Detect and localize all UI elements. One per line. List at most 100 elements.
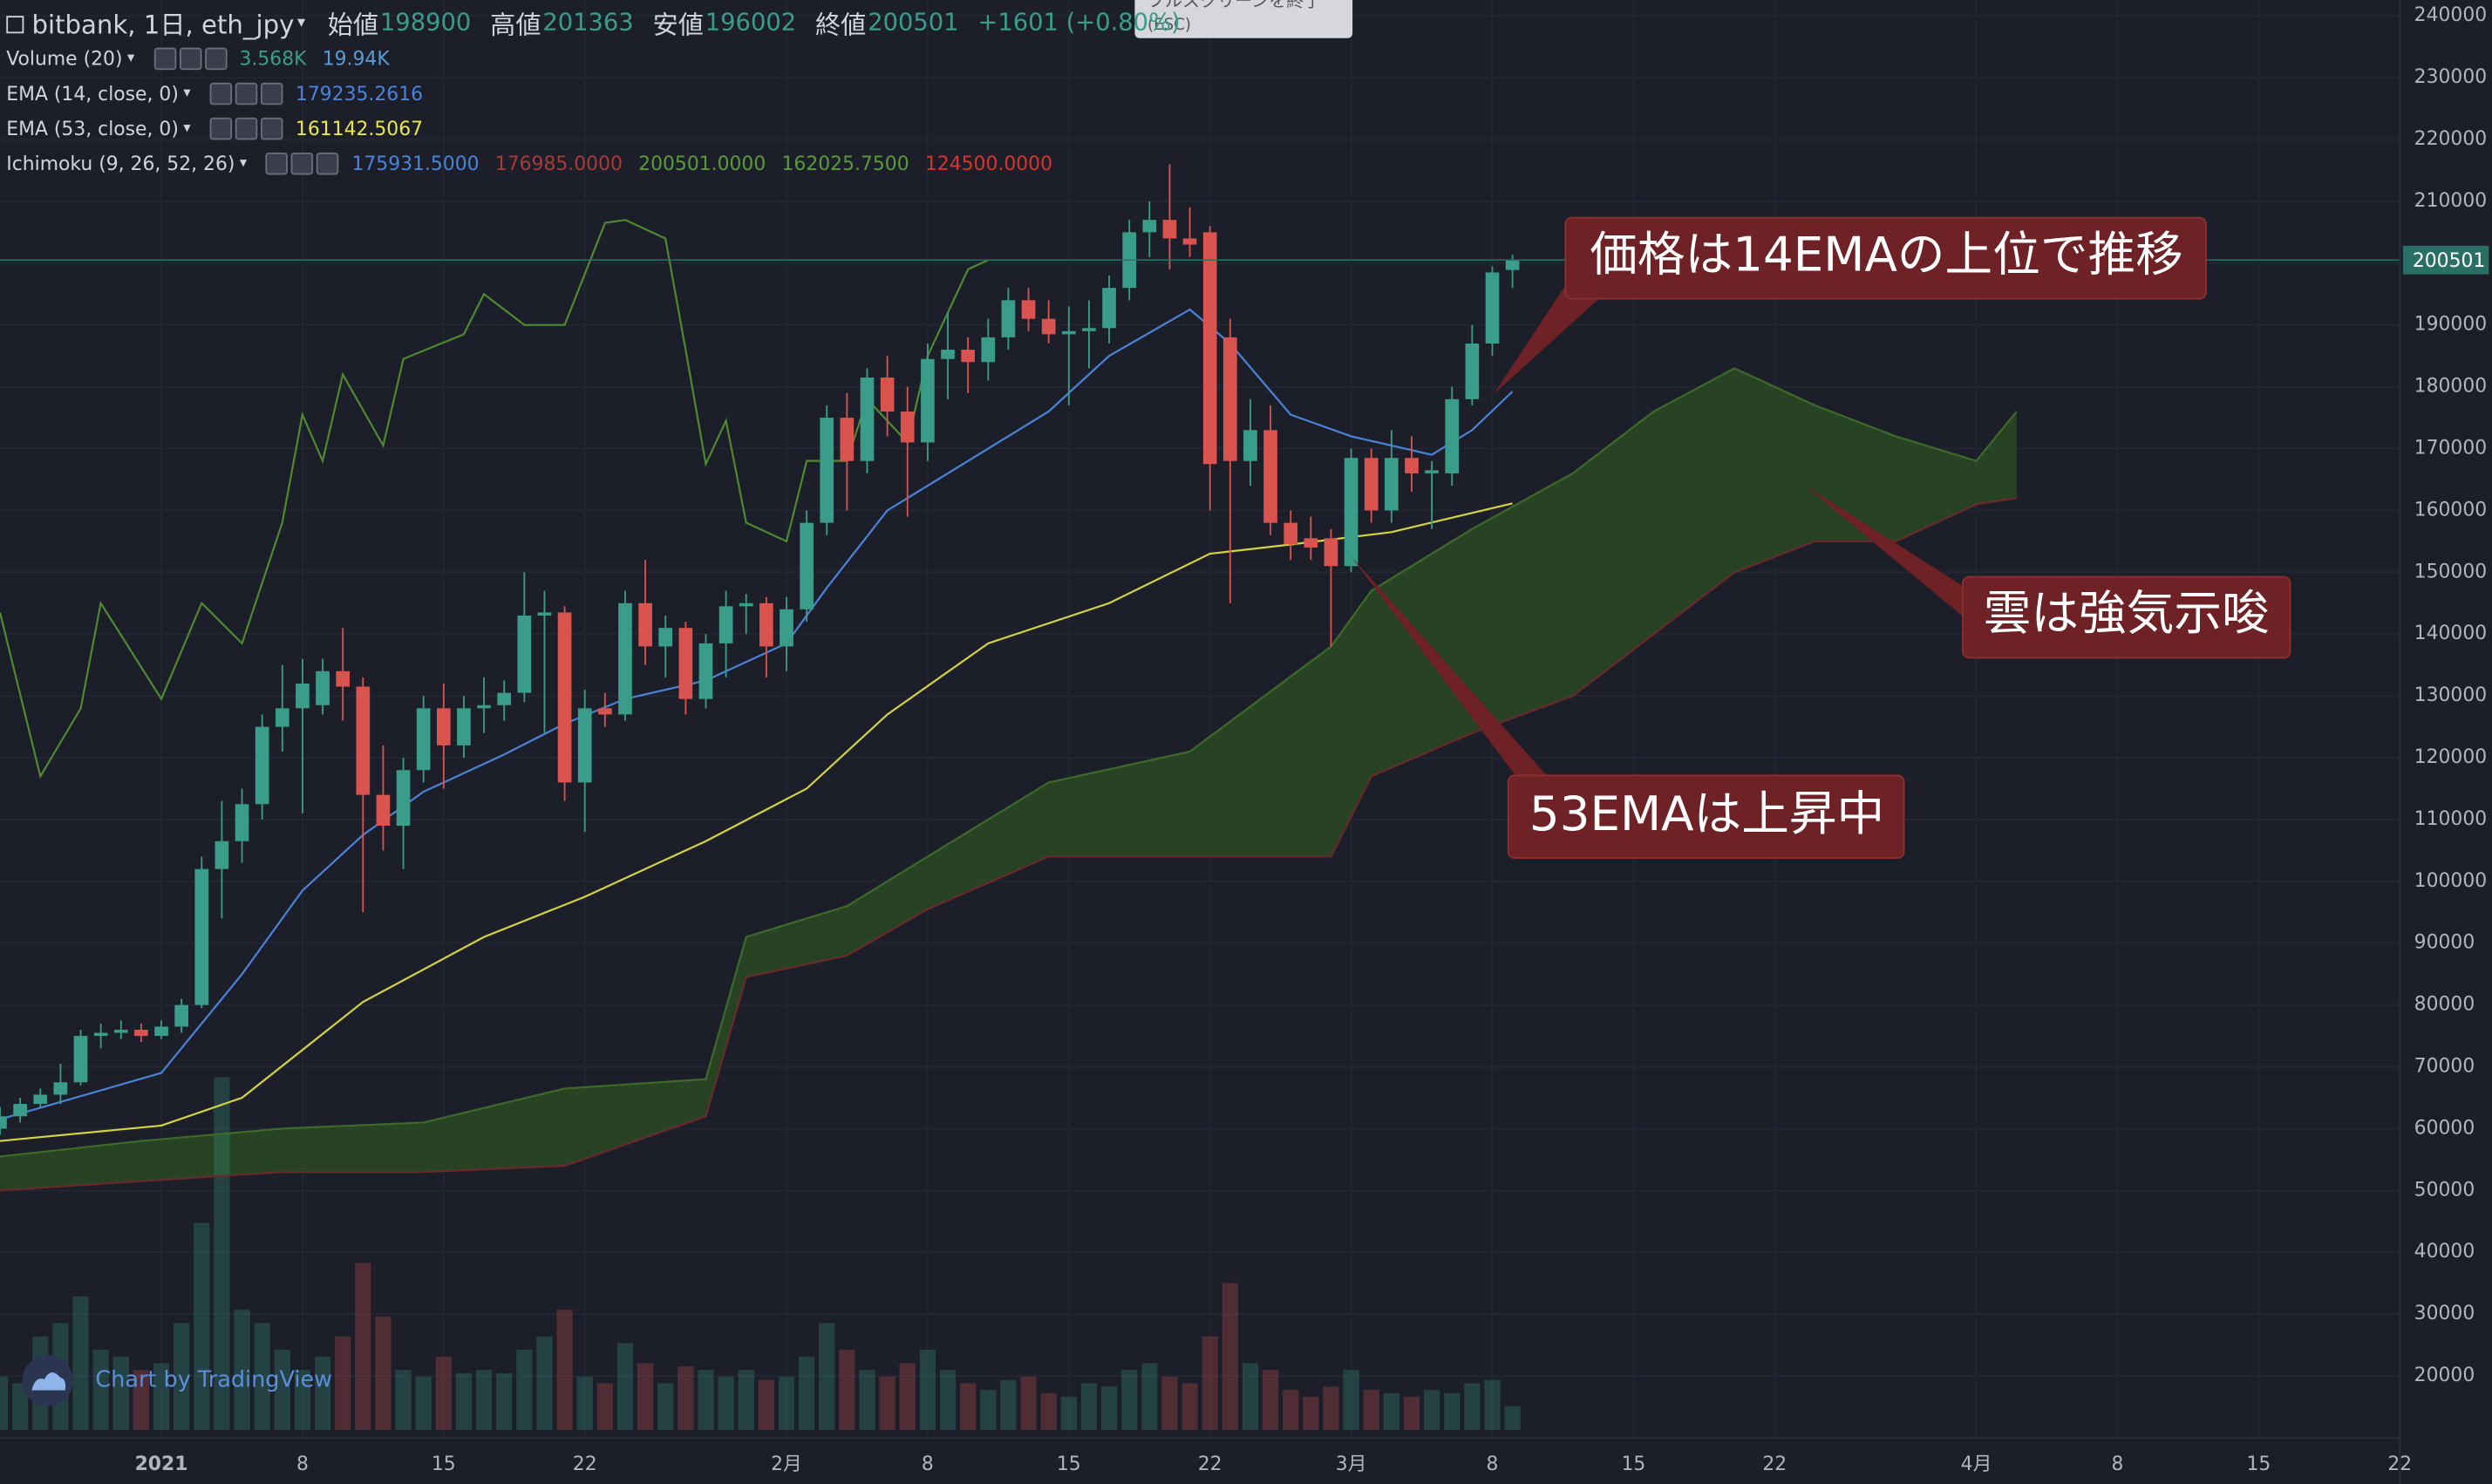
indicator-name: EMA (14, close, 0) [6, 82, 179, 106]
volume-bar [174, 1323, 190, 1431]
candle-body [134, 1030, 148, 1037]
volume-bar [1424, 1390, 1440, 1431]
stat-value: 201363 [542, 8, 634, 37]
indicator-line [0, 502, 1513, 1142]
candle-body [820, 418, 834, 523]
volume-bar [133, 1370, 150, 1431]
axes: 20000 30000 40000 50000 60000 70000 80000 90000… [135, 4, 2489, 1475]
annotation-pointer [1494, 273, 1599, 394]
candle-body [1385, 458, 1399, 511]
dropdown-arrow: ▾ [183, 120, 191, 137]
indicator-legend: EMA (14, close, 0) ▾ 179235.2616 [6, 79, 439, 108]
volume-bar [1242, 1363, 1259, 1431]
x-tick-label: 22 [1762, 1453, 1787, 1475]
volume-bar [637, 1363, 654, 1431]
y-tick-label: 150000 [2414, 561, 2487, 582]
volume-bar [899, 1363, 916, 1431]
volume-bar [879, 1376, 895, 1431]
candle-body [739, 602, 753, 607]
last-price-label: 200501 [2413, 250, 2485, 272]
volume-bar [335, 1336, 351, 1431]
candle-body [154, 1026, 168, 1037]
candle-body [1041, 318, 1056, 335]
dropdown-arrow: ▾ [126, 51, 135, 67]
volume-bar [536, 1336, 553, 1431]
candle-body [1263, 430, 1277, 523]
symbol: bitbank, 1日, eth_jpy [31, 9, 295, 40]
candle-body [557, 612, 572, 783]
volume-bar [1323, 1386, 1339, 1431]
candle-body [1505, 260, 1520, 270]
dropdown-arrow: ▾ [183, 85, 191, 102]
volume-bar [576, 1376, 593, 1431]
annotation: 53EMAは上昇中 [1351, 555, 1905, 859]
y-tick-label: 100000 [2414, 870, 2487, 892]
y-tick-label: 220000 [2414, 128, 2487, 150]
volume-bar [1262, 1370, 1279, 1431]
candle-body [780, 609, 793, 647]
volume-bar [1222, 1283, 1238, 1431]
candle-body [255, 726, 269, 805]
annotation-text: 価格は14EMAの上位で推移 [1590, 226, 2183, 282]
indicator-readout: 161142.5067 [295, 117, 424, 140]
y-tick-label: 70000 [2414, 1056, 2475, 1078]
candle-body [1304, 538, 1318, 548]
candle-body [1082, 328, 1096, 331]
annotation: 価格は14EMAの上位で推移 [1494, 216, 2207, 394]
x-tick-label: 4月 [1961, 1453, 1992, 1475]
tooltip-text: フルスクリーンを終了 [1147, 0, 1321, 10]
y-tick-label: 120000 [2414, 746, 2487, 768]
candle-body [174, 1004, 188, 1027]
x-tick-label: 2021 [135, 1453, 188, 1475]
volume-bar [294, 1370, 311, 1431]
indicator-line [0, 308, 1514, 1120]
candle-body [1001, 300, 1016, 337]
y-tick-label: 140000 [2414, 623, 2487, 644]
volume-bar [960, 1383, 977, 1431]
y-tick-label: 90000 [2414, 932, 2475, 954]
candle-body [840, 418, 854, 461]
volume-bar [1464, 1383, 1481, 1431]
candle-body [1222, 337, 1237, 461]
x-tick-label: 15 [1057, 1453, 1081, 1475]
candle-body [1102, 288, 1116, 329]
candle-body [860, 377, 875, 461]
candle-body [396, 770, 411, 827]
candle-body [900, 411, 915, 443]
candle-body [1283, 522, 1298, 545]
x-tick-label: 8 [1487, 1453, 1499, 1475]
candle-body [477, 705, 491, 709]
candle-body [598, 708, 612, 715]
indicator-readout: 162025.7500 [781, 152, 909, 175]
candle-body [941, 350, 955, 359]
volume-bar [616, 1343, 634, 1431]
annotation-box [1962, 575, 2291, 659]
volume-bar [1100, 1386, 1118, 1431]
candle-body [1061, 330, 1076, 335]
volume-bar [375, 1316, 392, 1431]
volume-bar [153, 1363, 170, 1431]
indicator-button [204, 47, 227, 71]
volume-bar [1141, 1363, 1158, 1431]
volume-bar [556, 1310, 573, 1431]
candle-body [961, 350, 975, 363]
volume-bar [1202, 1336, 1218, 1431]
volume-bar [677, 1366, 694, 1431]
indicator-line [0, 367, 2018, 1158]
volume-bar [919, 1350, 936, 1431]
candle-body [537, 612, 552, 616]
watermark-logo-cloud [31, 1372, 66, 1391]
y-tick-label: 30000 [2414, 1303, 2475, 1324]
volume-bar [1444, 1392, 1460, 1431]
candle-body [1142, 220, 1157, 233]
x-tick-label: 8 [2112, 1453, 2124, 1475]
x-tick-label: 22 [573, 1453, 597, 1475]
y-tick-label: 160000 [2414, 499, 2487, 521]
volume-bar [859, 1370, 875, 1431]
volume-bar [516, 1350, 533, 1431]
volume-bar [738, 1370, 754, 1431]
candle-body [517, 615, 532, 693]
annotation-box [1564, 216, 2207, 300]
